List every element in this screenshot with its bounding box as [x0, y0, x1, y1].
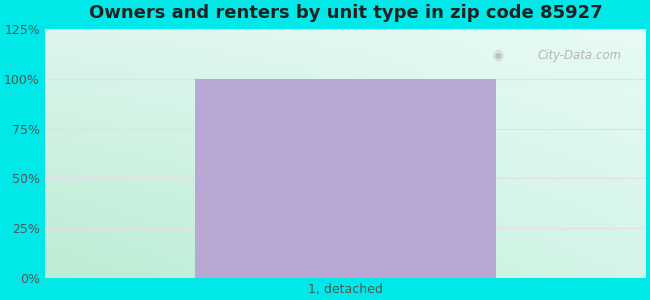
- Text: ◉: ◉: [493, 49, 504, 62]
- Title: Owners and renters by unit type in zip code 85927: Owners and renters by unit type in zip c…: [88, 4, 602, 22]
- Bar: [195, 79, 495, 278]
- Text: City-Data.com: City-Data.com: [538, 49, 622, 62]
